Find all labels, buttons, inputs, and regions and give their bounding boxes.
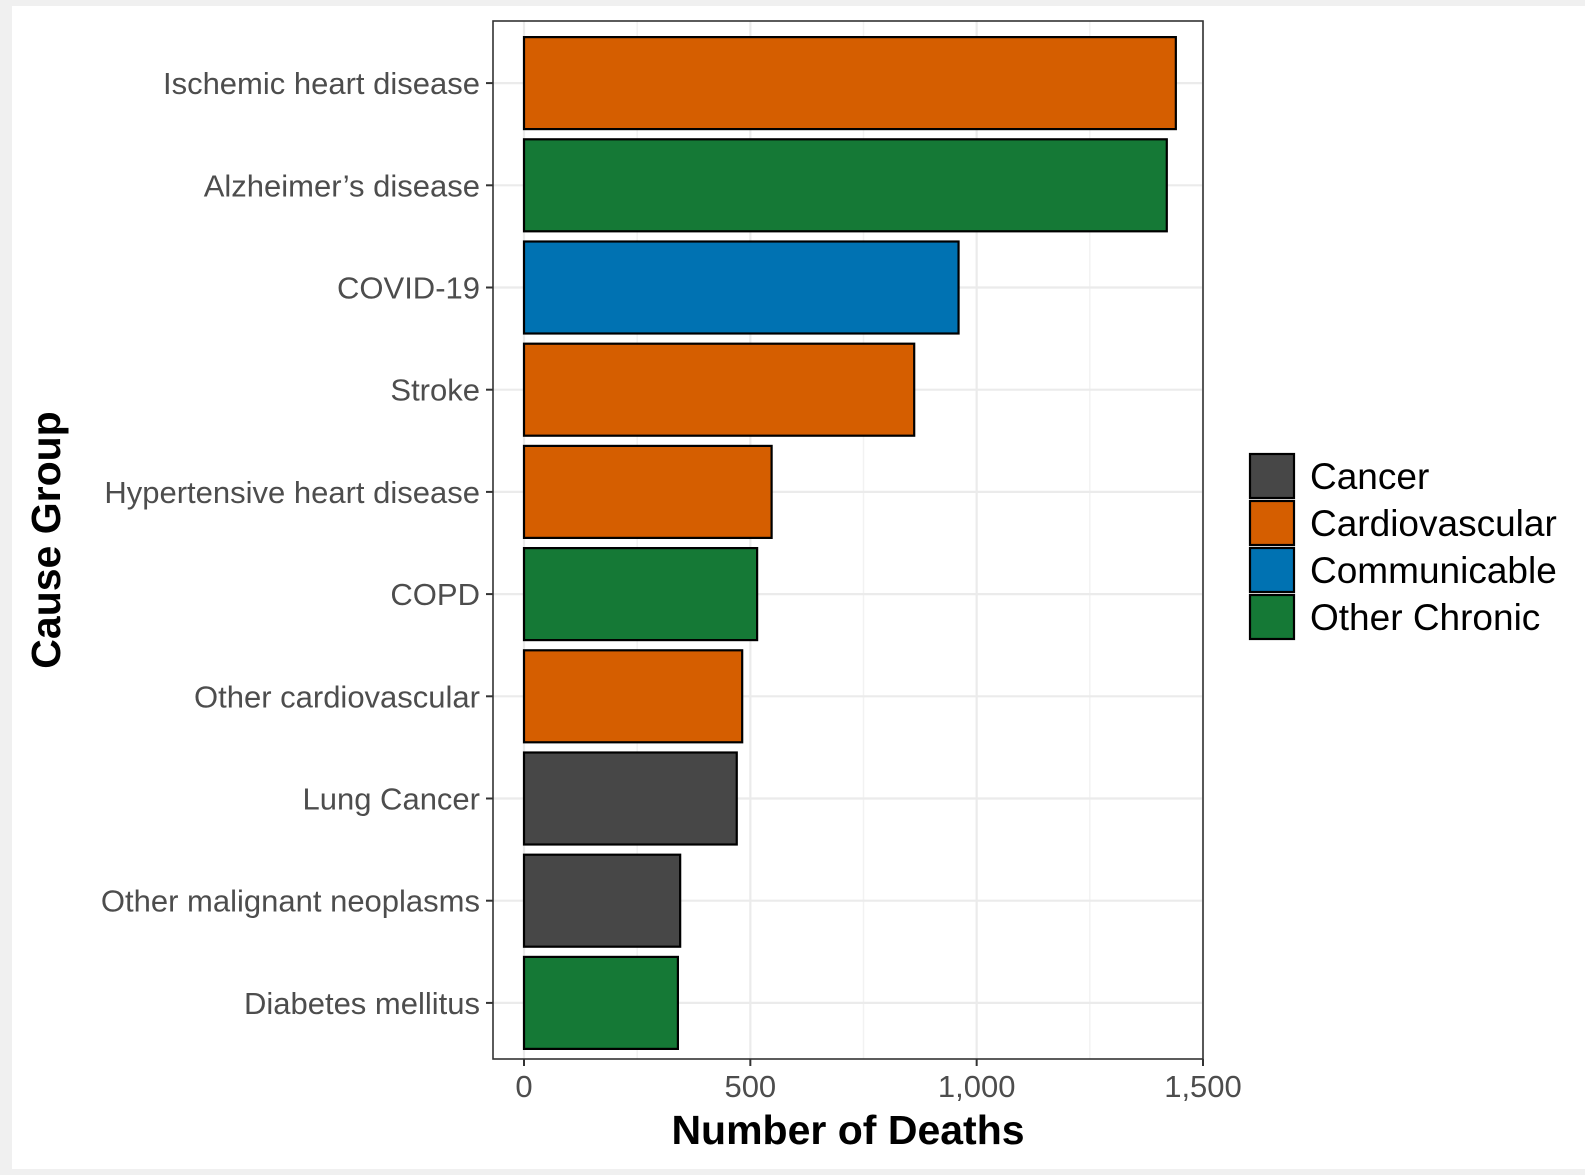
- y-tick-label-diabetes-mellitus: Diabetes mellitus: [244, 986, 480, 1021]
- bar-other-malignant-neoplasms: [522, 853, 682, 948]
- legend-swatch-communicable: [1248, 546, 1296, 594]
- legend: Cancer Cardiovascular Communicable Other Ch…: [1248, 452, 1557, 641]
- bar-hypertensive-heart-disease: [522, 444, 773, 539]
- y-tick-label-ischemic-heart-disease: Ischemic heart disease: [163, 66, 480, 101]
- x-tick-label-0: 0: [515, 1069, 532, 1104]
- x-tick-label-1-000: 1,000: [938, 1069, 1016, 1104]
- legend-label-other-chronic: Other Chronic: [1310, 597, 1540, 638]
- y-axis: Ischemic heart disease Alzheimer’s diseas…: [101, 66, 493, 1021]
- bar-diabetes-mellitus: [522, 955, 680, 1051]
- y-tick-label-stroke: Stroke: [390, 373, 480, 408]
- legend-swatch-other-chronic: [1248, 593, 1296, 641]
- y-tick-label-alzheimer-s-disease: Alzheimer’s disease: [204, 168, 480, 203]
- legend-label-cancer: Cancer: [1310, 456, 1429, 497]
- legend-swatch-cardiovascular: [1248, 499, 1296, 547]
- y-axis-title: Cause Group: [23, 411, 69, 668]
- bar-other-cardiovascular: [522, 649, 744, 744]
- bar-chart: Ischemic heart disease Alzheimer’s diseas…: [23, 20, 1557, 1153]
- chart-frame: Ischemic heart disease Alzheimer’s diseas…: [12, 6, 1585, 1169]
- legend-swatch-cancer: [1248, 452, 1296, 500]
- x-axis-title: Number of Deaths: [671, 1107, 1024, 1153]
- y-tick-label-lung-cancer: Lung Cancer: [302, 782, 480, 817]
- legend-item-other-chronic: Other Chronic: [1248, 593, 1540, 641]
- legend-label-communicable: Communicable: [1310, 550, 1557, 591]
- x-tick-label-500: 500: [724, 1069, 776, 1104]
- y-tick-label-other-malignant-neoplasms: Other malignant neoplasms: [101, 884, 480, 919]
- legend-item-cardiovascular: Cardiovascular: [1248, 499, 1557, 547]
- bar-ischemic-heart-disease: [522, 36, 1177, 131]
- y-tick-label-covid-19: COVID-19: [337, 271, 480, 306]
- x-axis: 0 500 1,000 1,500: [515, 1059, 1242, 1104]
- bar-stroke: [522, 342, 916, 437]
- bars-layer: [522, 36, 1177, 1051]
- legend-label-cardiovascular: Cardiovascular: [1310, 503, 1557, 544]
- legend-item-communicable: Communicable: [1248, 546, 1557, 594]
- y-tick-label-other-cardiovascular: Other cardiovascular: [194, 679, 480, 714]
- y-tick-label-copd: COPD: [390, 577, 480, 612]
- y-tick-label-hypertensive-heart-disease: Hypertensive heart disease: [104, 475, 480, 510]
- x-tick-label-1-500: 1,500: [1164, 1069, 1242, 1104]
- panel-border: [492, 20, 1204, 1060]
- bar-lung-cancer: [522, 751, 738, 846]
- legend-item-cancer: Cancer: [1248, 452, 1429, 500]
- bar-copd: [522, 546, 759, 642]
- bar-covid-19: [522, 240, 960, 335]
- bar-alzheimer-s-disease: [522, 138, 1168, 233]
